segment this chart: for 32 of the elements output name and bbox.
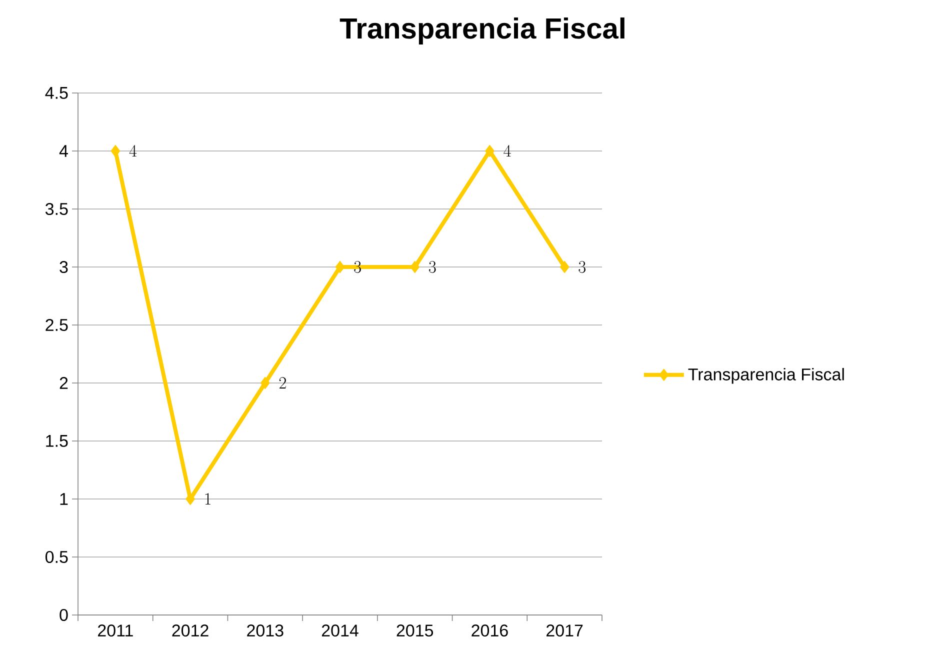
- y-tick-label: 0.5: [46, 550, 68, 564]
- x-tick-label: 2013: [247, 624, 284, 637]
- point: [186, 492, 196, 506]
- y-tick-label: 4: [59, 145, 68, 157]
- x-tick-label: 2012: [172, 624, 208, 637]
- point: [560, 260, 570, 274]
- y-tick-label: 1.5: [46, 435, 68, 447]
- x-tick-label: 2014: [322, 624, 358, 637]
- legend-label: Transparencia Fiscal: [688, 368, 844, 384]
- point: [335, 260, 345, 274]
- y-tick-label: 4.5: [45, 87, 68, 99]
- data-label: 4: [129, 145, 137, 157]
- x-tick-label: 2011: [98, 624, 133, 637]
- point: [110, 144, 120, 158]
- data-label: 1: [205, 493, 211, 505]
- point: [410, 260, 420, 274]
- x-tick-label: 2017: [546, 624, 583, 637]
- y-tick-label: 1: [60, 493, 68, 505]
- y-tick-label: 3: [60, 260, 68, 274]
- y-tick-label: 0: [60, 608, 68, 622]
- chart-title: Transparencia Fiscal: [340, 17, 624, 45]
- data-label: 3: [429, 261, 436, 273]
- data-label: 3: [578, 261, 586, 273]
- data-label: 4: [504, 145, 511, 157]
- y-tick-label: 3.5: [45, 202, 68, 216]
- x-tick-label: 2016: [472, 624, 508, 637]
- x-tick-label: 2015: [396, 624, 434, 637]
- point: [260, 376, 270, 390]
- y-tick-label: 2.5: [46, 318, 68, 332]
- y-tick-label: 2: [60, 377, 68, 389]
- point: [484, 144, 494, 158]
- data-label: 2: [279, 377, 286, 389]
